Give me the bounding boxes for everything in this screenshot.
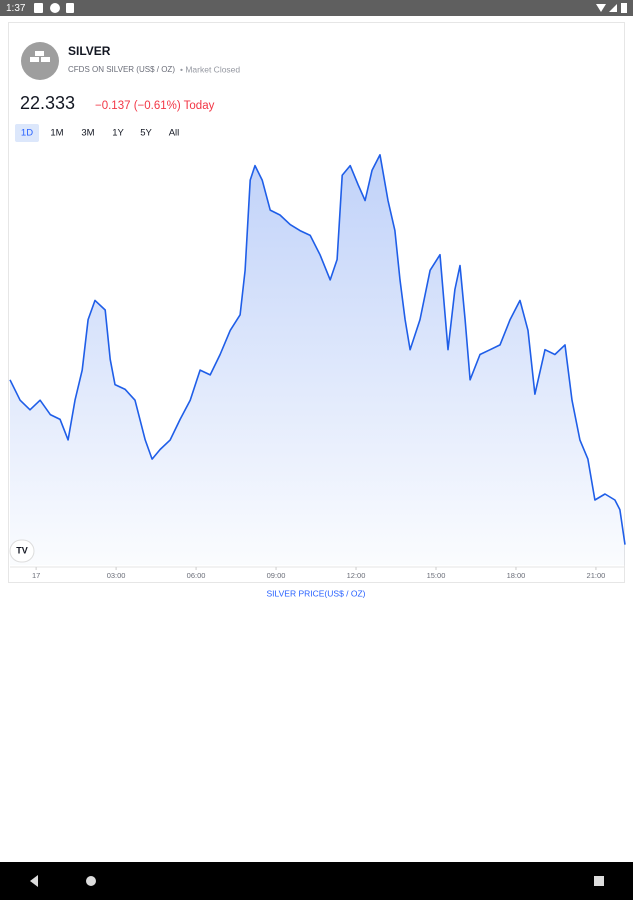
market-status: • Market Closed xyxy=(180,64,240,74)
status-time: 1:37 xyxy=(6,3,26,14)
symbol-title: SILVER xyxy=(68,44,111,58)
x-tick-label: 15:00 xyxy=(427,571,446,580)
x-tick-label: 21:00 xyxy=(587,571,606,580)
range-selected xyxy=(15,124,39,142)
wifi-icon xyxy=(596,4,606,12)
x-tick-label: 09:00 xyxy=(267,571,286,580)
recents-button[interactable] xyxy=(594,876,604,886)
status-icon xyxy=(66,3,74,13)
bar-icon xyxy=(35,51,44,56)
nav-bar xyxy=(0,862,633,900)
range-button[interactable]: 1M xyxy=(50,128,63,139)
range-button[interactable]: 1Y xyxy=(112,128,124,139)
price-change: −0.137 (−0.61%) Today xyxy=(95,100,215,112)
logo-badge xyxy=(9,539,35,563)
status-bar xyxy=(0,0,633,16)
status-icon xyxy=(34,3,43,13)
status-icon xyxy=(50,3,60,13)
bar-icon xyxy=(41,57,50,62)
range-button[interactable]: 1D xyxy=(21,128,33,139)
price-area xyxy=(10,154,625,566)
bar-icon xyxy=(30,57,39,62)
range-button[interactable]: 5Y xyxy=(140,128,152,139)
x-tick-label: 17 xyxy=(32,571,40,580)
x-tick-label: 12:00 xyxy=(347,571,366,580)
price: 22.333 xyxy=(20,93,75,113)
price-line xyxy=(9,154,626,545)
range-button[interactable]: 3M xyxy=(81,128,94,139)
symbol-icon xyxy=(21,42,59,80)
x-tick-label: 18:00 xyxy=(507,571,526,580)
back-button[interactable] xyxy=(30,875,38,887)
range-button[interactable]: All xyxy=(169,128,180,139)
logo: TV xyxy=(16,545,28,555)
home-button[interactable] xyxy=(86,876,96,886)
signal-icon xyxy=(609,4,617,12)
symbol-subtitle: CFDS ON SILVER (US$ / OZ) xyxy=(68,65,175,74)
caption[interactable]: SILVER PRICE(US$ / OZ) xyxy=(266,588,365,598)
battery-icon xyxy=(621,3,627,13)
x-tick-label: 06:00 xyxy=(187,571,206,580)
x-tick-label: 03:00 xyxy=(107,571,126,580)
